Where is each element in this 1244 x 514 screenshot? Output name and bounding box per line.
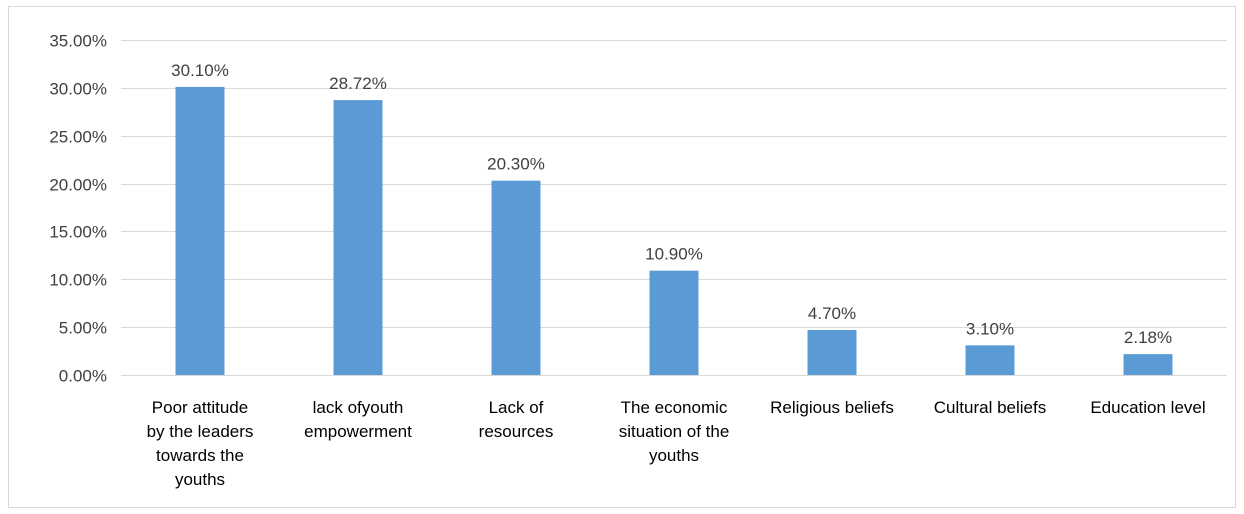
x-category-label: Poor attitude by the leaders towards the yo… bbox=[147, 398, 254, 489]
data-label: 20.30% bbox=[487, 155, 545, 174]
data-label: 2.18% bbox=[1124, 328, 1172, 347]
y-tick-label: 10.00% bbox=[49, 271, 107, 290]
x-category-label-line: youths bbox=[175, 470, 225, 489]
x-category-label-line: lack ofyouth bbox=[313, 398, 404, 417]
bar bbox=[807, 330, 857, 375]
x-category-label-line: by the leaders bbox=[147, 422, 254, 441]
y-tick-label: 0.00% bbox=[59, 367, 107, 386]
x-category-label: Cultural beliefs bbox=[934, 398, 1046, 417]
y-tick-label: 30.00% bbox=[49, 80, 107, 99]
x-category-label-line: Lack of bbox=[489, 398, 544, 417]
x-category-label: Education level bbox=[1090, 398, 1205, 417]
bar bbox=[1123, 354, 1173, 375]
x-category-label: lack ofyouth empowerment bbox=[304, 398, 412, 441]
bar bbox=[491, 180, 541, 375]
bar-chart: 0.00% 5.00% 10.00% 15.00% 20.00% 25.00% 30.00%… bbox=[49, 32, 1227, 489]
data-label: 4.70% bbox=[808, 304, 856, 323]
x-category-label: Religious beliefs bbox=[770, 398, 894, 417]
x-category-label-line: The economic bbox=[621, 398, 728, 417]
chart-frame: 0.00% 5.00% 10.00% 15.00% 20.00% 25.00% 30.00%… bbox=[8, 6, 1236, 508]
y-axis-tick-labels: 0.00% 5.00% 10.00% 15.00% 20.00% 25.00% 30.00%… bbox=[49, 32, 107, 386]
x-category-label-line: resources bbox=[479, 422, 554, 441]
x-category-label-line: situation of the bbox=[619, 422, 730, 441]
y-tick-label: 35.00% bbox=[49, 32, 107, 51]
data-label: 10.90% bbox=[645, 245, 703, 264]
y-tick-label: 20.00% bbox=[49, 176, 107, 195]
y-tick-label: 5.00% bbox=[59, 319, 107, 338]
x-axis-category-labels: Poor attitude by the leaders towards the yo… bbox=[147, 398, 1206, 489]
y-tick-label: 15.00% bbox=[49, 223, 107, 242]
bars bbox=[175, 86, 1173, 376]
data-label: 28.72% bbox=[329, 74, 387, 93]
x-category-label-line: Education level bbox=[1090, 398, 1205, 417]
x-category-label-line: empowerment bbox=[304, 422, 412, 441]
data-label: 30.10% bbox=[171, 61, 229, 80]
x-category-label-line: towards the bbox=[156, 446, 244, 465]
bar bbox=[333, 100, 383, 375]
y-tick-label: 25.00% bbox=[49, 128, 107, 147]
x-category-label-line: Poor attitude bbox=[152, 398, 248, 417]
bar bbox=[965, 345, 1015, 375]
bar bbox=[175, 86, 225, 376]
data-labels: 30.10% 28.72% 20.30% 10.90% 4.70% 3.10% 2.18% bbox=[171, 61, 1172, 347]
x-category-label-line: Cultural beliefs bbox=[934, 398, 1046, 417]
x-category-label-line: youths bbox=[649, 446, 699, 465]
x-category-label: Lack of resources bbox=[479, 398, 554, 441]
x-category-label-line: Religious beliefs bbox=[770, 398, 894, 417]
data-label: 3.10% bbox=[966, 319, 1014, 338]
bar bbox=[649, 270, 699, 375]
x-category-label: The economic situation of the youths bbox=[619, 398, 730, 465]
